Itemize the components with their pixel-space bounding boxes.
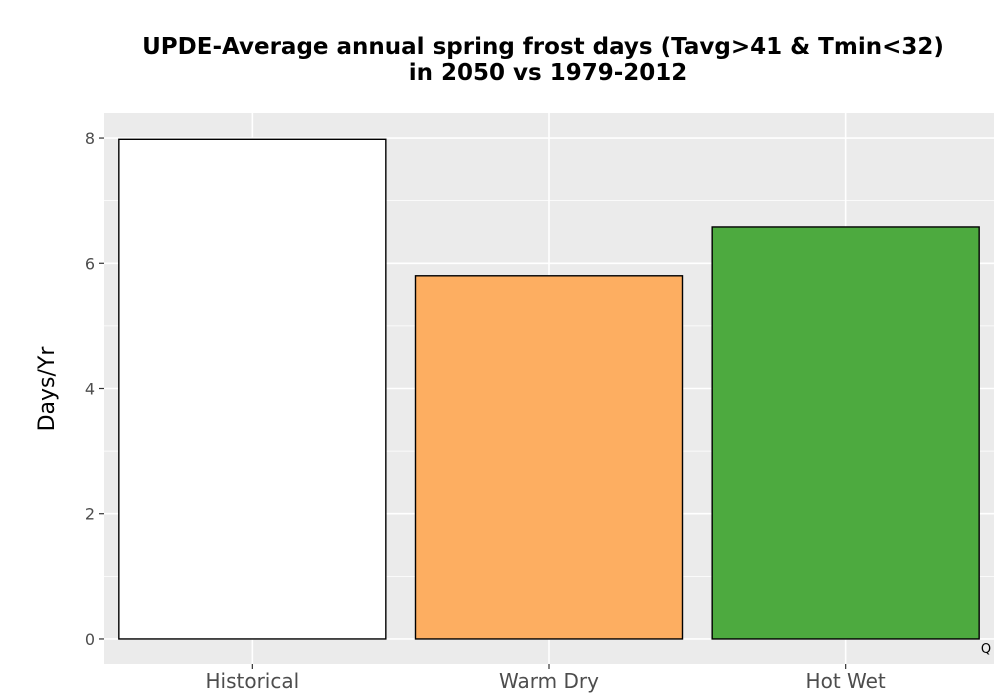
chart-title-line-2: in 2050 vs 1979-2012 <box>409 60 688 86</box>
y-tick-label: 0 <box>85 630 95 649</box>
y-tick-label: 2 <box>85 505 95 524</box>
bar-hot-wet <box>711 226 980 640</box>
x-tick-label: Hot Wet <box>806 669 886 693</box>
chart-title-line-1: UPDE-Average annual spring frost days (T… <box>142 34 944 60</box>
x-tick-label: Historical <box>205 669 299 693</box>
y-tick-label: 4 <box>85 380 95 399</box>
x-tick-label: Warm Dry <box>499 669 599 693</box>
x-axis: Historical Warm Dry Hot Wet <box>205 664 886 693</box>
bar-warm-dry <box>414 275 684 640</box>
y-tick-label: 6 <box>85 254 95 273</box>
y-axis-label: Days/Yr <box>35 346 60 432</box>
bar-historical <box>118 138 387 640</box>
y-tick-label: 8 <box>85 129 95 148</box>
corner-label: Q <box>981 642 991 657</box>
y-axis: 0 2 4 6 8 <box>85 129 104 649</box>
bars-layer <box>118 138 980 640</box>
